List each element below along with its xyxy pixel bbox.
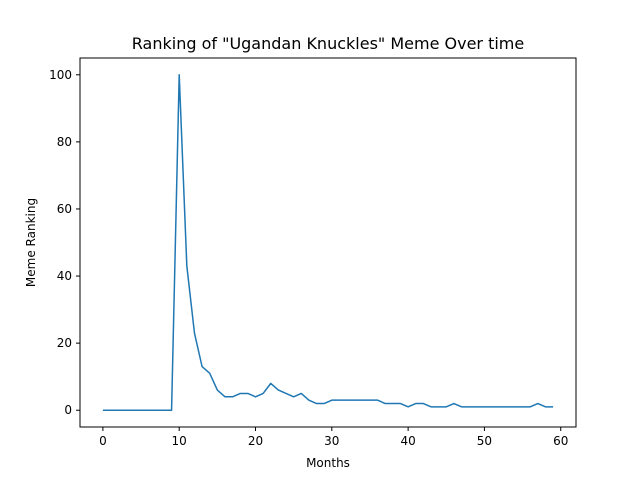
x-tick-label: 20 <box>248 434 263 448</box>
x-axis-label: Months <box>306 456 350 470</box>
x-tick-label: 30 <box>324 434 339 448</box>
y-tick-label: 40 <box>57 269 72 283</box>
y-tick-label: 60 <box>57 202 72 216</box>
series-line <box>102 74 554 411</box>
x-tick-label: 50 <box>477 434 492 448</box>
y-tick-label: 20 <box>57 336 72 350</box>
x-tick-label: 40 <box>400 434 415 448</box>
y-tick-label: 0 <box>64 403 72 417</box>
series-layer <box>102 74 554 411</box>
chart-title: Ranking of "Ugandan Knuckles" Meme Over … <box>132 34 524 53</box>
x-tick-label: 60 <box>553 434 568 448</box>
y-tick-label: 100 <box>49 68 72 82</box>
plot-area <box>79 57 577 428</box>
y-axis-label: Meme Ranking <box>24 198 38 287</box>
y-tick-label: 80 <box>57 135 72 149</box>
x-axis: 0 10 20 30 40 50 60 <box>99 427 568 448</box>
y-axis: 0 20 40 60 80 100 <box>49 68 80 417</box>
x-tick-label: 0 <box>99 434 107 448</box>
x-tick-label: 10 <box>172 434 187 448</box>
